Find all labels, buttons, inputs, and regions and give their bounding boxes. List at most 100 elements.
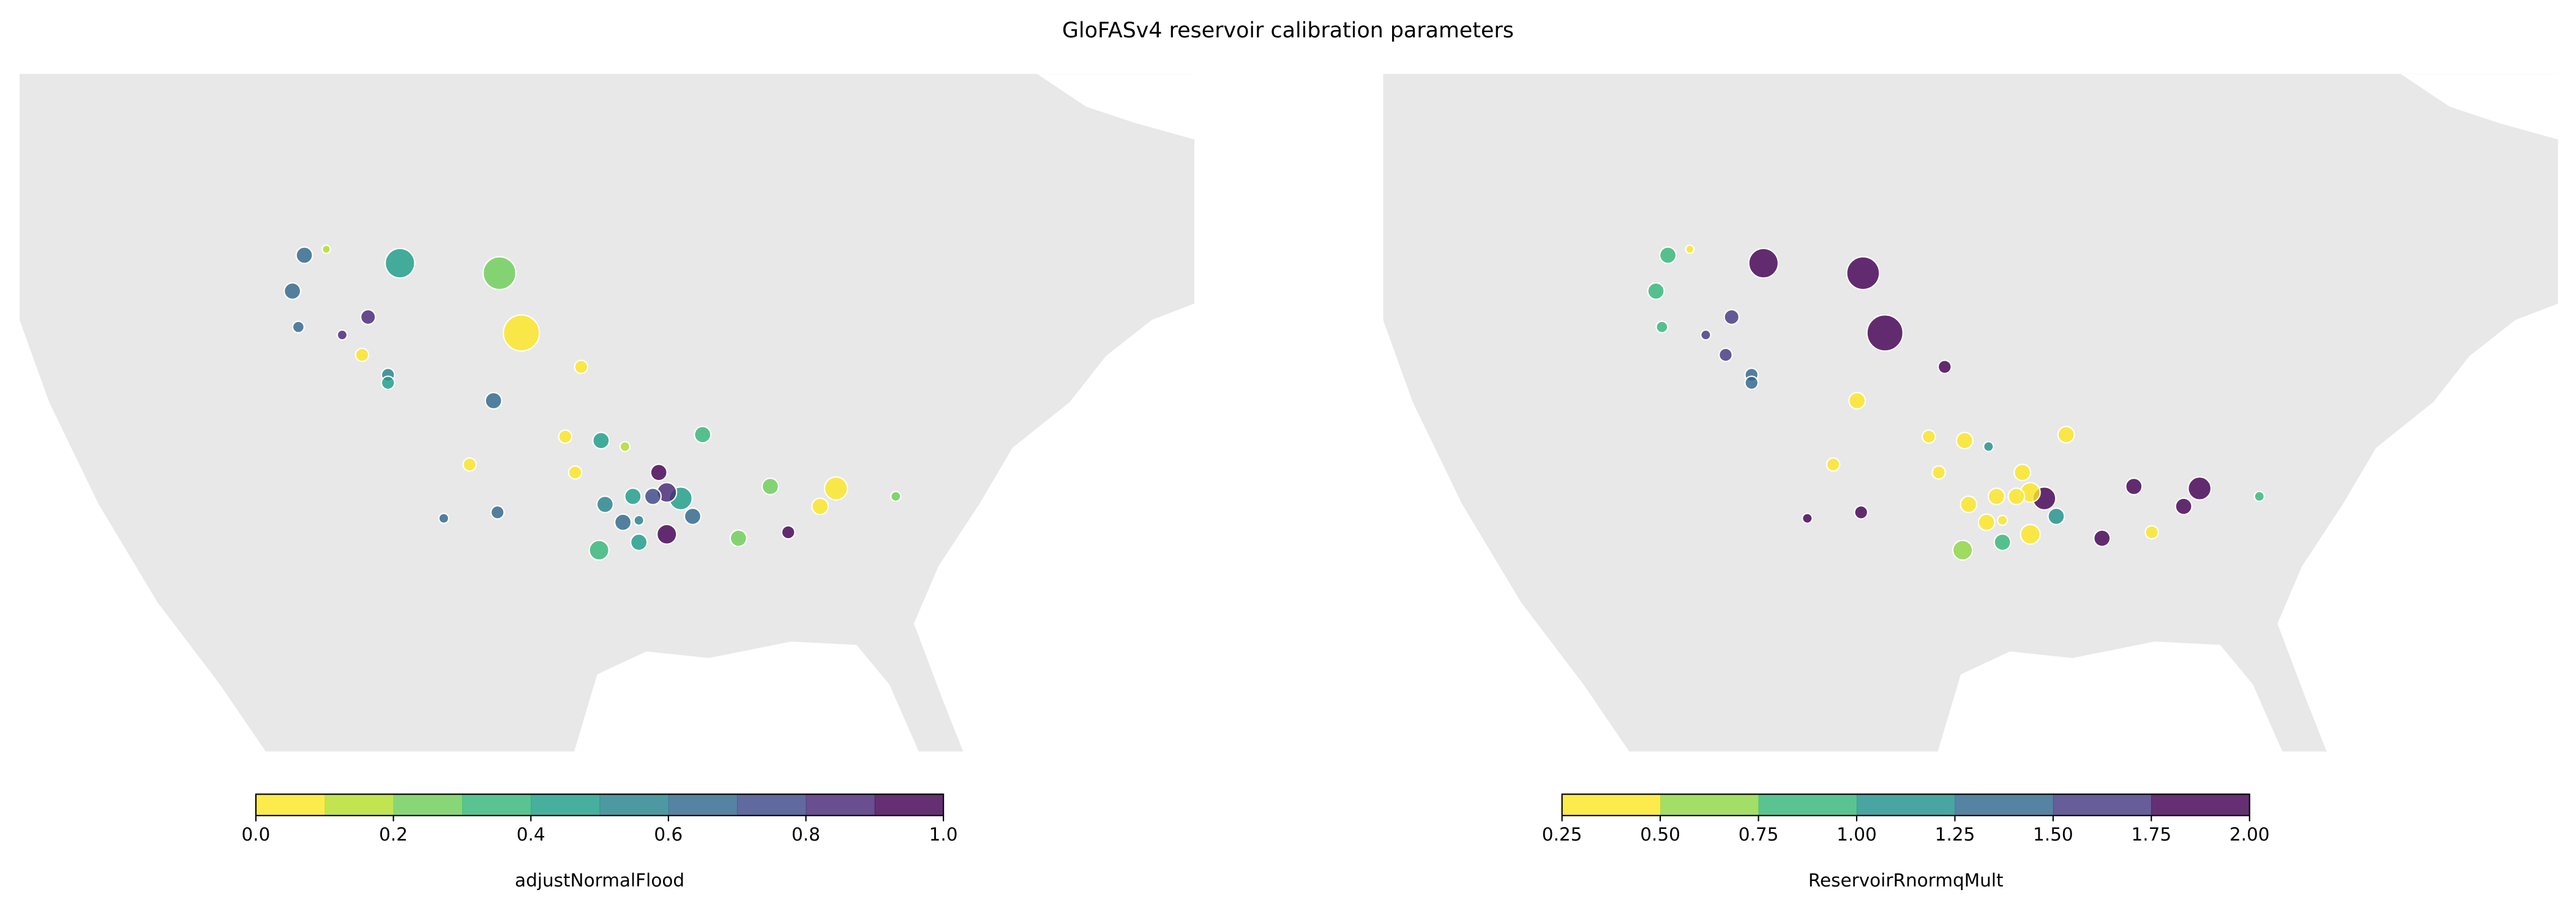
colorbar-frame <box>1561 793 2250 817</box>
reservoir-point <box>684 507 702 525</box>
map-panel <box>1383 73 2558 752</box>
colorbar-tick-label: 1.25 <box>1935 824 1975 845</box>
reservoir-point <box>482 256 517 291</box>
reservoir-point <box>490 505 505 520</box>
reservoir-point <box>1655 320 1669 334</box>
reservoir-point <box>558 429 573 444</box>
colorbar-bin <box>668 794 738 816</box>
reservoir-point <box>1718 347 1733 362</box>
colorbar-bin <box>462 794 532 816</box>
land-map <box>20 73 1195 752</box>
colorbar-tick-label: 0.8 <box>792 824 820 845</box>
reservoir-point <box>614 513 632 531</box>
reservoir-point <box>643 487 662 506</box>
colorbar-bin <box>599 794 669 816</box>
colorbar-bin <box>393 794 463 816</box>
reservoir-point <box>1960 495 1978 514</box>
reservoir-point <box>360 309 376 325</box>
colorbar-tick-label: 1.0 <box>929 824 958 845</box>
colorbar-label: ReservoirRnormqMult <box>1808 870 2004 891</box>
reservoir-point <box>2174 497 2193 515</box>
reservoir-point <box>381 375 395 391</box>
reservoir-point <box>2144 525 2159 540</box>
reservoir-point <box>650 463 668 482</box>
reservoir-point <box>1931 465 1946 480</box>
reservoir-point <box>2187 476 2212 501</box>
land-map <box>1383 73 2558 752</box>
reservoir-point <box>1921 429 1936 444</box>
reservoir-point <box>811 497 829 515</box>
reservoir-point <box>2057 425 2075 444</box>
reservoir-point <box>1846 256 1881 291</box>
reservoir-point <box>1854 505 1868 520</box>
reservoir-point <box>596 495 614 514</box>
reservoir-point <box>283 282 302 300</box>
reservoir-point <box>354 347 370 362</box>
reservoir-point <box>1802 512 1813 524</box>
colorbar-bin <box>1856 794 1956 816</box>
colorbar-tick-label: 0.75 <box>1739 824 1779 845</box>
reservoir-point <box>1723 309 1740 325</box>
reservoir-point <box>729 529 747 547</box>
colorbar-bin <box>806 794 875 816</box>
reservoir-point <box>761 478 779 496</box>
reservoir-point <box>2013 463 2032 482</box>
colorbar-bin <box>2053 794 2152 816</box>
reservoir-point <box>291 320 305 334</box>
reservoir-point <box>1848 392 1866 410</box>
colorbar-bin <box>1660 794 1759 816</box>
map-panel <box>20 73 1195 752</box>
reservoir-point <box>384 247 416 279</box>
colorbar-tick-label: 0.4 <box>517 824 545 845</box>
colorbar-bin <box>531 794 601 816</box>
colorbar-tick-label: 0.25 <box>1542 824 1582 845</box>
reservoir-point <box>1977 513 1996 531</box>
reservoir-point <box>588 539 610 561</box>
colorbar-bin <box>1955 794 2054 816</box>
reservoir-point <box>619 441 631 452</box>
colorbar-tick-label: 0.0 <box>242 824 271 845</box>
colorbar-bin <box>874 794 944 816</box>
colorbar-tick-label: 0.6 <box>654 824 683 845</box>
reservoir-point <box>574 359 589 375</box>
reservoir-point <box>1685 244 1695 254</box>
reservoir-point <box>2047 507 2065 525</box>
reservoir-point <box>2093 529 2111 547</box>
colorbar-label: adjustNormalFlood <box>515 870 684 891</box>
reservoir-point <box>656 523 678 545</box>
colorbar-bin <box>1758 794 1857 816</box>
reservoir-point <box>336 329 348 341</box>
reservoir-point <box>1866 314 1904 352</box>
reservoir-point <box>295 246 313 264</box>
reservoir-point <box>1952 539 1974 561</box>
colorbar-bin <box>2151 794 2250 816</box>
reservoir-point <box>2253 490 2265 502</box>
reservoir-point <box>592 432 610 450</box>
reservoir-point <box>2007 487 2026 506</box>
reservoir-point <box>1983 441 1994 452</box>
reservoir-point <box>1825 457 1841 472</box>
reservoir-point <box>1955 432 1974 450</box>
colorbar-bin <box>256 794 326 816</box>
reservoir-point <box>630 533 648 552</box>
colorbar-tick-label: 2.00 <box>2230 824 2270 845</box>
reservoir-point <box>462 457 477 472</box>
reservoir-point <box>2020 523 2041 545</box>
reservoir-point <box>1993 533 2012 552</box>
reservoir-point <box>2125 478 2143 496</box>
reservoir-point <box>633 514 645 526</box>
colorbar-tick-label: 1.75 <box>2131 824 2171 845</box>
colorbar-tick-label: 1.50 <box>2033 824 2073 845</box>
reservoir-point <box>781 525 796 540</box>
reservoir-point <box>1659 246 1677 264</box>
reservoir-point <box>1937 359 1952 375</box>
reservoir-point <box>1996 514 2009 526</box>
reservoir-point <box>694 425 712 444</box>
reservoir-point <box>1647 282 1665 300</box>
colorbar-bin <box>324 794 394 816</box>
reservoir-point <box>503 314 541 352</box>
colorbar-frame <box>255 793 945 817</box>
reservoir-point <box>1987 487 2005 506</box>
